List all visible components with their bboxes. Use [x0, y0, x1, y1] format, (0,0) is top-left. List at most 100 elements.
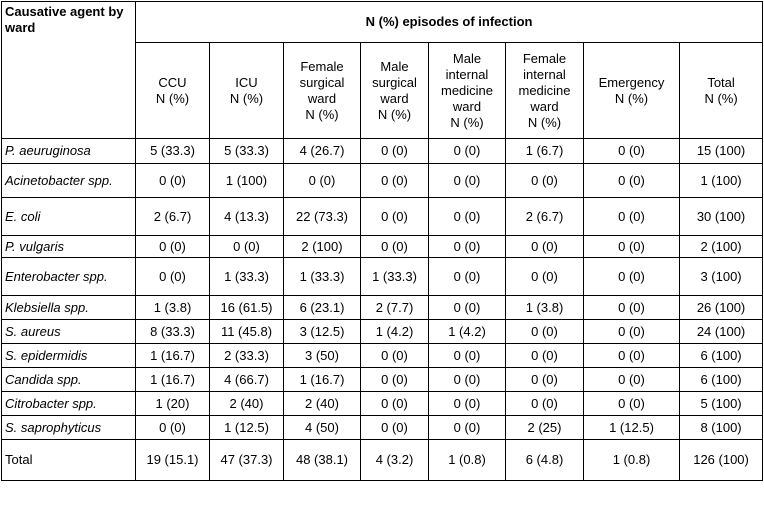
column-header: Male internal medicine ward N (%) — [428, 42, 506, 139]
value-cell: 1 (16.7) — [283, 367, 361, 392]
causative-agent-cell: Citrobacter spp. — [1, 391, 136, 416]
value-cell: 3 (50) — [283, 343, 361, 368]
value-cell: 1 (33.3) — [360, 257, 429, 296]
causative-agent-cell: S. saprophyticus — [1, 415, 136, 440]
value-cell: 4 (66.7) — [209, 367, 284, 392]
value-cell: 0 (0) — [428, 235, 506, 258]
value-cell: 3 (100) — [678, 257, 764, 296]
value-cell: 0 (0) — [505, 319, 584, 344]
value-cell: 0 (0) — [360, 415, 429, 440]
value-cell: 0 (0) — [428, 391, 506, 416]
table-row: P. aeuruginosa 5 (33.3) 5 (33.3) 4 (26.7) 0 … — [1, 138, 764, 164]
table-row: P. vulgaris 0 (0) 0 (0) 2 (100) 0 (0) 0 (0) 0 … — [1, 235, 764, 258]
value-cell: 5 (33.3) — [135, 138, 210, 164]
value-cell: 0 (0) — [505, 163, 584, 198]
table-row: Acinetobacter spp. 0 (0) 1 (100) 0 (0) 0 (0)… — [1, 163, 764, 198]
value-cell: 0 (0) — [583, 367, 680, 392]
value-cell: 1 (100) — [209, 163, 284, 198]
value-cell: 0 (0) — [583, 295, 680, 320]
value-cell: 2 (100) — [678, 235, 764, 258]
value-cell: 1 (6.7) — [505, 138, 584, 164]
value-cell: 4 (13.3) — [209, 197, 284, 236]
value-cell: 6 (100) — [678, 367, 764, 392]
value-cell: 0 (0) — [505, 367, 584, 392]
value-cell: 1 (0.8) — [583, 439, 680, 481]
value-cell: 6 (100) — [678, 343, 764, 368]
column-header: Female internal medicine ward N (%) — [505, 42, 584, 139]
value-cell: 4 (50) — [283, 415, 361, 440]
causative-agent-cell: Total — [1, 439, 136, 481]
column-header: ICU N (%) — [209, 42, 284, 139]
table-row: Total 19 (15.1) 47 (37.3) 48 (38.1) 4 (3.2) 1… — [1, 439, 764, 481]
value-cell: 0 (0) — [360, 343, 429, 368]
value-cell: 19 (15.1) — [135, 439, 210, 481]
value-cell: 22 (73.3) — [283, 197, 361, 236]
value-cell: 0 (0) — [428, 415, 506, 440]
value-cell: 8 (100) — [678, 415, 764, 440]
causative-agent-cell: Acinetobacter spp. — [1, 163, 136, 198]
value-cell: 0 (0) — [360, 391, 429, 416]
value-cell: 0 (0) — [583, 391, 680, 416]
value-cell: 0 (0) — [583, 163, 680, 198]
value-cell: 11 (45.8) — [209, 319, 284, 344]
value-cell: 1 (16.7) — [135, 343, 210, 368]
causative-agent-cell: P. vulgaris — [1, 235, 136, 258]
value-cell: 0 (0) — [135, 235, 210, 258]
table-row: E. coli 2 (6.7) 4 (13.3) 22 (73.3) 0 (0) 0 (0… — [1, 197, 764, 236]
value-cell: 6 (23.1) — [283, 295, 361, 320]
value-cell: 1 (33.3) — [283, 257, 361, 296]
value-cell: 0 (0) — [583, 319, 680, 344]
value-cell: 16 (61.5) — [209, 295, 284, 320]
value-cell: 1 (0.8) — [428, 439, 506, 481]
causative-agent-cell: Enterobacter spp. — [1, 257, 136, 296]
table-row: S. saprophyticus 0 (0) 1 (12.5) 4 (50) 0 (0)… — [1, 415, 764, 440]
causative-agent-cell: S. aureus — [1, 319, 136, 344]
value-cell: 1 (20) — [135, 391, 210, 416]
value-cell: 0 (0) — [283, 163, 361, 198]
column-header: CCU N (%) — [135, 42, 210, 139]
value-cell: 0 (0) — [360, 138, 429, 164]
value-cell: 0 (0) — [583, 197, 680, 236]
value-cell: 0 (0) — [135, 415, 210, 440]
value-cell: 0 (0) — [583, 343, 680, 368]
value-cell: 3 (12.5) — [283, 319, 361, 344]
table-row: Klebsiella spp. 1 (3.8) 16 (61.5) 6 (23.1) 2… — [1, 295, 764, 320]
table-row: S. aureus 8 (33.3) 11 (45.8) 3 (12.5) 1 (4.2… — [1, 319, 764, 344]
infection-table: Causative agent by ward N (%) episodes o… — [1, 1, 764, 481]
value-cell: 0 (0) — [428, 295, 506, 320]
causative-agent-cell: P. aeuruginosa — [1, 138, 136, 164]
value-cell: 47 (37.3) — [209, 439, 284, 481]
value-cell: 1 (3.8) — [505, 295, 584, 320]
table-row: S. epidermidis 1 (16.7) 2 (33.3) 3 (50) 0 (0… — [1, 343, 764, 368]
value-cell: 1 (100) — [678, 163, 764, 198]
value-cell: 2 (40) — [283, 391, 361, 416]
value-cell: 30 (100) — [678, 197, 764, 236]
value-cell: 1 (16.7) — [135, 367, 210, 392]
column-header: Total N (%) — [678, 42, 764, 139]
table-row: Candida spp. 1 (16.7) 4 (66.7) 1 (16.7) 0 (0… — [1, 367, 764, 392]
value-cell: 0 (0) — [428, 367, 506, 392]
value-cell: 0 (0) — [360, 367, 429, 392]
value-cell: 0 (0) — [135, 163, 210, 198]
value-cell: 0 (0) — [428, 257, 506, 296]
value-cell: 2 (25) — [505, 415, 584, 440]
value-cell: 1 (12.5) — [209, 415, 284, 440]
value-cell: 0 (0) — [360, 163, 429, 198]
value-cell: 0 (0) — [135, 257, 210, 296]
value-cell: 2 (7.7) — [360, 295, 429, 320]
value-cell: 0 (0) — [209, 235, 284, 258]
value-cell: 0 (0) — [583, 257, 680, 296]
value-cell: 0 (0) — [428, 163, 506, 198]
group-header: N (%) episodes of infection — [134, 1, 764, 43]
causative-agent-cell: Candida spp. — [1, 367, 136, 392]
value-cell: 0 (0) — [505, 343, 584, 368]
value-cell: 26 (100) — [678, 295, 764, 320]
value-cell: 0 (0) — [360, 235, 429, 258]
value-cell: 4 (26.7) — [283, 138, 361, 164]
value-cell: 2 (6.7) — [505, 197, 584, 236]
value-cell: 2 (100) — [283, 235, 361, 258]
value-cell: 1 (4.2) — [360, 319, 429, 344]
value-cell: 0 (0) — [583, 138, 680, 164]
value-cell: 2 (33.3) — [209, 343, 284, 368]
value-cell: 0 (0) — [583, 235, 680, 258]
